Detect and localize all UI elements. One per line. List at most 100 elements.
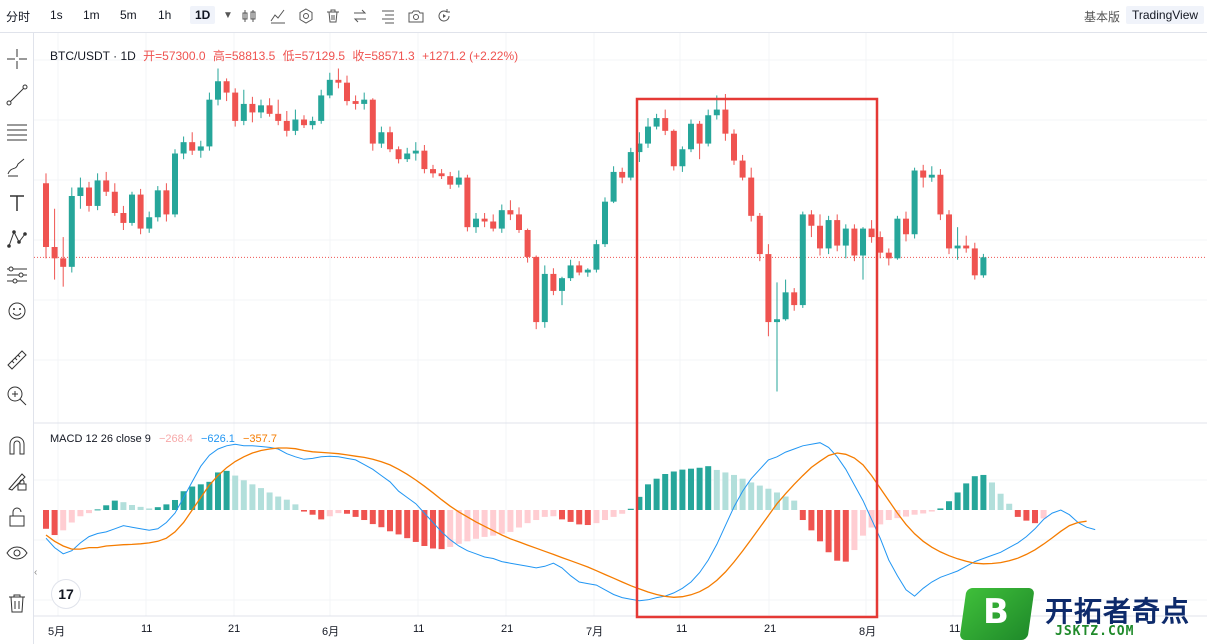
- tradingview-logo[interactable]: 17: [52, 580, 80, 608]
- trash-drawings-icon[interactable]: [4, 590, 30, 616]
- hist-bar: [430, 510, 436, 549]
- hist-bar: [206, 481, 213, 510]
- timeframe-1m[interactable]: 1m: [83, 8, 100, 22]
- hist-bar: [765, 488, 772, 510]
- hist-bar: [1006, 503, 1013, 510]
- candle-body: [275, 113, 282, 121]
- candle-body: [627, 152, 634, 178]
- grid: [34, 33, 1207, 616]
- candle-body: [696, 123, 703, 144]
- timeframe-1d[interactable]: 1D: [190, 6, 216, 24]
- swap-icon[interactable]: [352, 8, 368, 24]
- hist-bar: [670, 471, 677, 510]
- timeframe-tick[interactable]: 分时: [6, 10, 31, 24]
- candle-body: [266, 105, 273, 114]
- hist-bar: [481, 510, 488, 537]
- hist-bar: [172, 499, 178, 510]
- hist-bar: [1023, 510, 1030, 521]
- hist-bar: [146, 508, 153, 510]
- brush-icon[interactable]: [4, 154, 30, 180]
- candle-body: [361, 99, 368, 104]
- hist-bar: [911, 510, 918, 515]
- candle-body: [60, 258, 67, 267]
- hist-bar: [653, 478, 660, 510]
- hist-bar: [541, 510, 548, 517]
- view-basic-tab[interactable]: 基本版: [1084, 10, 1121, 24]
- drawing-toolbar: [0, 33, 34, 644]
- xaxis-label: 8月: [859, 626, 877, 638]
- camera-icon[interactable]: [408, 8, 424, 24]
- candle-body: [395, 149, 402, 160]
- candle-body: [662, 118, 669, 131]
- candle-body: [473, 218, 479, 228]
- crosshair-icon[interactable]: [4, 46, 30, 72]
- candle-type-icon[interactable]: [241, 8, 257, 24]
- timeframe-1s[interactable]: 1s: [50, 8, 63, 22]
- candle-body: [163, 190, 170, 215]
- candle-body: [507, 210, 514, 215]
- candle-body: [180, 142, 187, 154]
- hist-bar: [825, 510, 832, 553]
- collapse-toolbar-icon[interactable]: ‹: [34, 567, 38, 578]
- hist-bar: [937, 508, 944, 510]
- hist-bar: [438, 510, 445, 550]
- signal-line: [45, 447, 1087, 598]
- candle-body: [894, 218, 901, 259]
- eye-icon[interactable]: [4, 540, 30, 566]
- xaxis-label: 21: [764, 623, 777, 635]
- candle-body: [481, 218, 488, 222]
- hist-bar: [473, 510, 479, 539]
- indicator-icon[interactable]: [270, 8, 286, 24]
- zoom-in-icon[interactable]: [4, 383, 30, 409]
- hist-bar: [842, 510, 849, 562]
- hist-bar: [215, 472, 221, 510]
- pattern-icon[interactable]: [4, 226, 30, 252]
- emoji-icon[interactable]: [4, 298, 30, 324]
- list-icon[interactable]: [380, 8, 396, 24]
- hist-bar: [1040, 510, 1047, 519]
- magnet-icon[interactable]: [4, 432, 30, 458]
- candle-body: [292, 119, 299, 131]
- horizontal-lines-icon[interactable]: [4, 118, 30, 144]
- candle-body: [825, 220, 832, 249]
- highlight-box: [635, 97, 879, 619]
- candle-body: [610, 171, 617, 202]
- symbol-label[interactable]: BTC/USDT · 1D: [50, 49, 136, 63]
- replay-icon[interactable]: [436, 8, 452, 24]
- settings-icon[interactable]: [298, 8, 314, 24]
- hist-bar: [576, 510, 583, 525]
- candle-body: [103, 180, 110, 192]
- hist-bar: [971, 476, 978, 510]
- view-tradingview-tab[interactable]: TradingView: [1126, 6, 1205, 24]
- candle-body: [524, 230, 531, 257]
- candle-body: [43, 183, 49, 247]
- lock-icon[interactable]: [4, 504, 30, 530]
- timeframe-1h[interactable]: 1h: [158, 8, 172, 22]
- trend-line-icon[interactable]: [4, 82, 30, 108]
- candle-body: [937, 174, 944, 215]
- text-tool-icon[interactable]: [4, 190, 30, 216]
- candle-body: [980, 257, 987, 276]
- hist-bar: [309, 510, 316, 515]
- hist-bar: [559, 510, 565, 520]
- macd-name[interactable]: MACD 12 26 close 9: [50, 433, 151, 445]
- hist-bar: [524, 510, 531, 524]
- forecast-icon[interactable]: [4, 262, 30, 288]
- candle-body: [584, 269, 591, 273]
- ruler-icon[interactable]: [4, 347, 30, 373]
- chevron-down-icon[interactable]: ▼: [223, 10, 233, 21]
- timeframe-5m[interactable]: 5m: [120, 8, 137, 22]
- xaxis-label: 11: [141, 623, 153, 635]
- hist-bar: [137, 506, 144, 510]
- candle-body: [68, 196, 75, 267]
- hist-bar: [808, 510, 815, 531]
- trash-icon[interactable]: [325, 8, 341, 24]
- candle-body: [688, 123, 694, 150]
- macd-legend: MACD 12 26 close 9 −268.4 −626.1 −357.7: [50, 433, 277, 445]
- lock-drawing-icon[interactable]: [4, 468, 30, 494]
- candle-body: [455, 177, 462, 185]
- candle-body: [885, 252, 892, 259]
- candle-body: [593, 244, 600, 270]
- candle-body: [206, 99, 213, 147]
